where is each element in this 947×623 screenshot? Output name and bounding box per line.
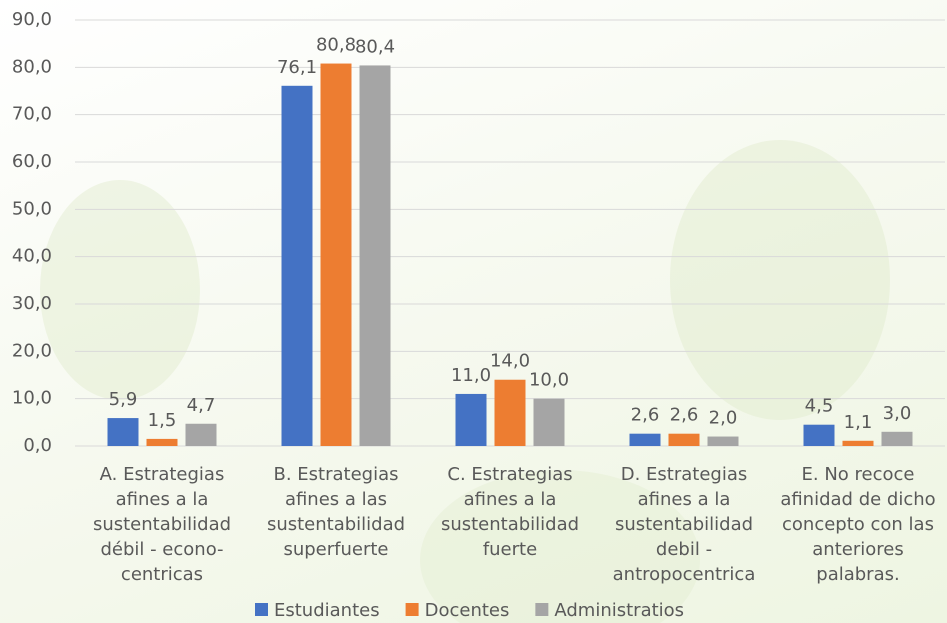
bar <box>281 85 313 446</box>
data-label: 10,0 <box>529 370 569 391</box>
y-tick-label: 40,0 <box>12 246 52 267</box>
bar <box>320 63 352 447</box>
data-label: 80,8 <box>316 35 356 56</box>
y-tick-label: 20,0 <box>12 340 52 361</box>
legend-label: Docentes <box>425 600 510 621</box>
y-tick-label: 90,0 <box>12 9 52 30</box>
data-label: 5,9 <box>109 389 138 410</box>
decor-leaf <box>420 470 700 623</box>
data-label: 14,0 <box>490 351 530 372</box>
bar <box>107 418 139 446</box>
bar <box>185 423 217 446</box>
bar <box>629 433 661 446</box>
legend-swatch <box>255 603 268 616</box>
bar <box>842 440 874 446</box>
y-tick-label: 60,0 <box>12 151 52 172</box>
legend-swatch <box>405 603 419 616</box>
y-tick-label: 80,0 <box>12 56 52 77</box>
legend-label: Administratios <box>554 600 684 621</box>
x-tick-label: E. No recoce afinidad de dicho concepto … <box>780 464 936 585</box>
data-label: 80,4 <box>355 36 395 57</box>
data-label: 11,0 <box>451 365 491 386</box>
y-tick-label: 70,0 <box>12 104 52 125</box>
data-label: 2,6 <box>670 405 699 426</box>
data-label: 2,0 <box>709 408 738 429</box>
data-label: 3,0 <box>883 403 912 424</box>
y-tick-label: 50,0 <box>12 198 52 219</box>
x-tick-label: C. Estrategias afines a la sustentabilid… <box>440 464 580 560</box>
data-label: 4,5 <box>805 396 834 417</box>
data-label: 2,6 <box>631 405 660 426</box>
bar <box>803 424 835 446</box>
data-label: 1,5 <box>148 410 177 431</box>
data-label: 1,1 <box>844 412 873 433</box>
bar <box>359 65 391 446</box>
decor-leaf <box>40 180 200 400</box>
data-label: 76,1 <box>277 57 317 78</box>
data-label: 4,7 <box>187 395 216 416</box>
x-tick-label: B. Estrategias afines a las sustentabili… <box>266 464 406 560</box>
bar <box>455 393 487 446</box>
bar <box>707 436 739 446</box>
legend-swatch <box>535 603 549 616</box>
y-tick-label: 0,0 <box>23 435 52 456</box>
bar <box>494 379 526 446</box>
x-tick-label: D. Estrategias afines a la sustentabilid… <box>612 464 756 585</box>
bar <box>881 431 913 446</box>
y-tick-label: 10,0 <box>12 388 52 409</box>
bar <box>533 398 565 446</box>
y-tick-label: 30,0 <box>12 293 52 314</box>
bar <box>668 433 700 446</box>
bar <box>146 438 178 446</box>
x-tick-label: A. Estrategias afines a la sustentabilid… <box>92 464 232 585</box>
legend-label: Estudiantes <box>274 600 380 621</box>
decor-leaf <box>670 140 890 420</box>
